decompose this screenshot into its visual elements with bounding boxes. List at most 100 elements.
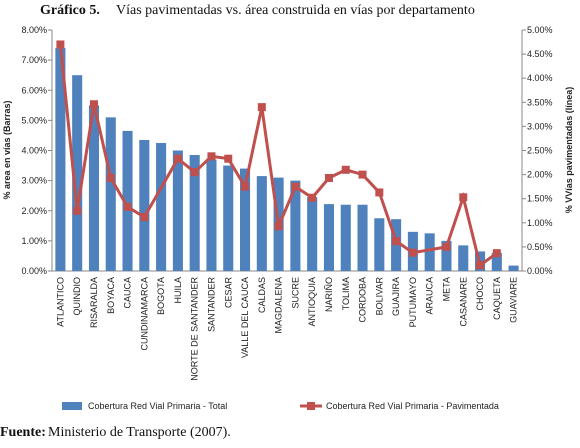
marker — [140, 213, 149, 222]
y-tick-label: 1.00% — [21, 236, 47, 246]
x-tick-label: CASANARE — [458, 277, 468, 327]
x-tick-label: HUILA — [173, 277, 183, 304]
marker — [308, 193, 317, 202]
source: Ministerio de Transporte (2007). — [48, 425, 231, 440]
x-tick-label: PUTUMAYO — [408, 277, 418, 327]
x-tick-label: CALDAS — [257, 277, 267, 313]
source-label: Fuente: — [0, 425, 46, 440]
bar — [172, 150, 183, 271]
marker — [408, 248, 417, 257]
marker — [56, 40, 65, 49]
y2-tick-label: 0.50% — [527, 242, 553, 252]
marker — [459, 193, 468, 202]
bar — [441, 240, 452, 271]
y-tick-label: 3.00% — [21, 176, 47, 186]
x-tick-label: NORTE DE SANTANDER — [190, 277, 200, 381]
x-tick-label: SUCRE — [290, 277, 300, 309]
bar — [88, 105, 99, 271]
bar — [105, 117, 116, 271]
y2-axis-title: % VVías pavimentadas (línea) — [564, 87, 574, 214]
x-tick-label: RISARALDA — [89, 277, 99, 328]
x-tick-label: QUINDIO — [72, 277, 82, 316]
y2-tick-label: 1.50% — [527, 194, 553, 204]
x-tick-label: CORDOBA — [358, 277, 368, 323]
marker — [106, 173, 115, 182]
bar — [189, 155, 200, 271]
bar — [72, 75, 83, 271]
x-tick-label: CUNDINAMARCA — [139, 277, 149, 351]
legend-label: Cobertura Red Vial Primaria - Total — [88, 401, 227, 411]
bar — [491, 252, 502, 271]
x-tick-label: BOYACA — [106, 277, 116, 314]
x-tick-label: GUAJIRA — [391, 277, 401, 316]
bar — [323, 204, 334, 271]
x-tick-label: CAQUETA — [492, 277, 502, 320]
marker — [324, 173, 333, 182]
y2-tick-label: 0.00% — [527, 266, 553, 276]
marker — [190, 168, 199, 177]
marker — [274, 222, 283, 231]
bar — [122, 130, 133, 271]
marker — [492, 249, 501, 258]
y2-tick-label: 4.00% — [527, 73, 553, 83]
y2-tick-label: 4.50% — [527, 49, 553, 59]
marker — [257, 103, 266, 112]
marker — [207, 152, 216, 161]
marker — [442, 242, 451, 251]
x-tick-label: GUAVIARE — [509, 277, 519, 323]
marker — [392, 237, 401, 246]
y2-tick-label: 5.00% — [527, 25, 553, 35]
y2-tick-label: 3.50% — [527, 97, 553, 107]
marker — [476, 261, 485, 270]
marker — [241, 182, 250, 191]
bar — [206, 159, 217, 271]
y2-tick-label: 3.00% — [527, 121, 553, 131]
bar — [374, 218, 385, 271]
chart-title-label: Gráfico 5. — [40, 3, 100, 18]
x-tick-label: ARAUCA — [425, 277, 435, 315]
marker — [224, 154, 233, 163]
y-tick-label: 8.00% — [21, 25, 47, 35]
x-tick-label: SANTANDER — [206, 277, 216, 332]
bar — [156, 142, 167, 271]
y-tick-label: 4.00% — [21, 146, 47, 156]
bar — [290, 180, 301, 271]
bar — [139, 139, 150, 271]
x-tick-label: CHOCO — [475, 277, 485, 311]
bar — [256, 176, 267, 271]
marker — [291, 182, 300, 191]
x-tick-label: CESAR — [223, 277, 233, 309]
bar — [340, 204, 351, 271]
bar — [307, 197, 318, 271]
bar — [357, 204, 368, 271]
legend-swatch — [62, 402, 82, 410]
legend-swatch — [307, 402, 315, 410]
y-axis-title: % area en vías (Barras) — [2, 100, 12, 199]
x-tick-label: MAGDALENA — [274, 277, 284, 334]
marker — [73, 206, 82, 215]
bar — [508, 265, 519, 271]
y-tick-label: 0.00% — [21, 266, 47, 276]
marker — [89, 100, 98, 109]
x-tick-label: META — [441, 277, 451, 301]
bar — [424, 233, 435, 271]
bar — [240, 168, 251, 271]
bar — [223, 165, 234, 271]
y-tick-label: 6.00% — [21, 85, 47, 95]
y-tick-label: 7.00% — [21, 55, 47, 65]
marker — [375, 188, 384, 197]
x-tick-label: ANTIOQUIA — [307, 277, 317, 327]
x-tick-label: VALLE DEL CAUCA — [240, 277, 250, 358]
x-tick-label: NARIÑO — [324, 277, 334, 312]
x-tick-label: CAUCA — [123, 277, 133, 309]
y-tick-label: 2.00% — [21, 206, 47, 216]
x-tick-label: TOLIMA — [341, 277, 351, 310]
y2-tick-label: 2.00% — [527, 170, 553, 180]
x-tick-label: ATLANTICO — [55, 277, 65, 327]
marker — [173, 154, 182, 163]
marker — [358, 170, 367, 179]
y-tick-label: 5.00% — [21, 115, 47, 125]
bar — [458, 245, 469, 271]
marker — [123, 202, 132, 211]
